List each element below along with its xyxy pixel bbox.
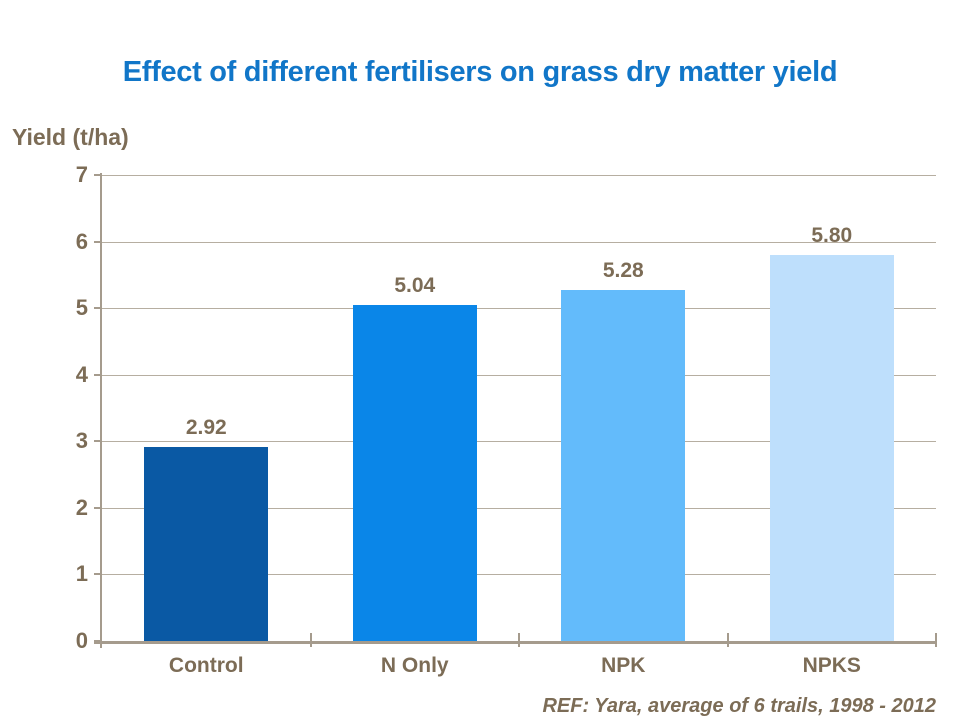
y-tick-mark <box>94 373 102 376</box>
y-tick-label: 1 <box>75 561 88 587</box>
reference-note: REF: Yara, average of 6 trails, 1998 - 2… <box>542 695 936 717</box>
y-tick-mark <box>94 307 102 310</box>
chart-title: Effect of different fertilisers on grass… <box>122 56 838 88</box>
gridline <box>102 374 936 376</box>
y-tick-label: 7 <box>75 162 88 187</box>
y-tick-mark <box>94 573 102 576</box>
y-axis-line <box>100 173 102 648</box>
y-tick-label: 6 <box>75 228 88 254</box>
y-tick-mark <box>94 240 102 243</box>
x-boundary-tick <box>935 633 937 647</box>
y-tick-label: 5 <box>75 295 88 321</box>
y-tick-label: 0 <box>75 628 88 653</box>
bar-npk <box>561 289 686 641</box>
y-tick-mark <box>94 506 102 509</box>
gridline <box>102 241 936 243</box>
bar-value-label: 5.04 <box>394 274 436 298</box>
y-tick-label: 3 <box>75 428 88 454</box>
x-boundary-tick <box>726 633 729 647</box>
bar-n-only <box>352 305 477 641</box>
gridline <box>102 574 936 576</box>
x-category-label: NPKS <box>802 654 861 677</box>
x-boundary-tick <box>518 633 520 647</box>
bar-value-label: 5.28 <box>602 258 644 282</box>
gridline <box>102 441 936 443</box>
gridline <box>102 507 936 509</box>
x-category-label: NPK <box>601 654 646 677</box>
y-axis-title: Yield (t/ha) <box>12 124 129 150</box>
y-tick-mark <box>94 174 102 176</box>
gridline <box>102 308 936 310</box>
bar-value-label: 5.80 <box>811 223 853 247</box>
x-boundary-tick <box>309 633 312 647</box>
x-category-label: Control <box>168 654 244 677</box>
x-category-label: N Only <box>380 654 449 677</box>
y-tick-mark <box>94 440 102 443</box>
bar-npks <box>769 254 894 641</box>
y-tick-label: 4 <box>75 361 88 387</box>
bar-value-label: 2.92 <box>185 415 227 439</box>
gridline <box>102 175 936 176</box>
y-tick-label: 2 <box>75 494 88 520</box>
bar-control <box>144 446 269 641</box>
x-axis-line <box>94 641 936 644</box>
